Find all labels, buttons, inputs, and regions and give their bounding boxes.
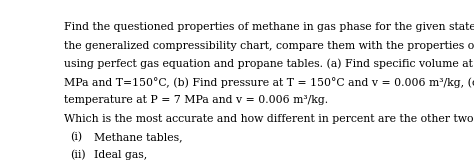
Text: MPa and T=150°C, (b) Find pressure at T = 150°C and v = 0.006 m³/kg, (c) Find: MPa and T=150°C, (b) Find pressure at T …: [64, 77, 474, 88]
Text: Ideal gas,: Ideal gas,: [94, 150, 147, 160]
Text: temperature at P = 7 MPa and v = 0.006 m³/kg.: temperature at P = 7 MPa and v = 0.006 m…: [64, 95, 328, 105]
Text: the generalized compressibility chart, compare them with the properties obtained: the generalized compressibility chart, c…: [64, 41, 474, 51]
Text: (i): (i): [70, 132, 82, 142]
Text: (ii): (ii): [70, 150, 86, 160]
Text: using perfect gas equation and propane tables. (a) Find specific volume at P = 7: using perfect gas equation and propane t…: [64, 59, 474, 69]
Text: Methane tables,: Methane tables,: [94, 132, 183, 142]
Text: Find the questioned properties of methane in gas phase for the given states usin: Find the questioned properties of methan…: [64, 22, 474, 32]
Text: Which is the most accurate and how different in percent are the other two?: Which is the most accurate and how diffe…: [64, 114, 474, 123]
